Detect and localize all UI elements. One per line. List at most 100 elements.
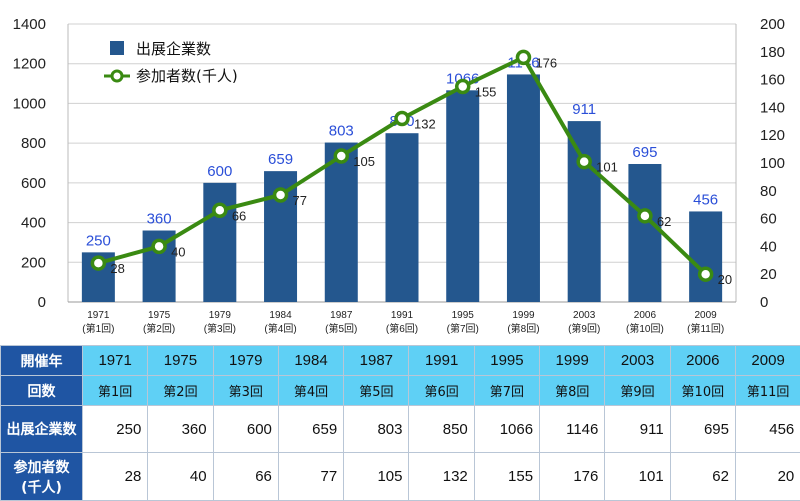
legend-line-marker bbox=[112, 71, 122, 81]
x-tick-sublabel: (第5回) bbox=[325, 322, 357, 335]
y-left-tick-label: 1200 bbox=[13, 56, 46, 73]
y-right-tick-label: 60 bbox=[760, 211, 777, 228]
line-value-label: 132 bbox=[414, 117, 436, 132]
y-right-tick-label: 180 bbox=[760, 44, 785, 61]
row-header-visitors: 参加者数 (千人) bbox=[1, 453, 83, 501]
table-cell-visitors: 101 bbox=[605, 453, 670, 501]
table-cell-exhibitors: 911 bbox=[605, 406, 670, 453]
table-cell-year: 2003 bbox=[605, 346, 670, 376]
x-tick-label: 1999 bbox=[512, 310, 535, 321]
table-cell-exhibitors: 1066 bbox=[474, 406, 539, 453]
bar bbox=[386, 133, 419, 302]
x-tick-label: 1984 bbox=[269, 310, 292, 321]
x-tick-sublabel: (第3回) bbox=[204, 322, 236, 335]
table-cell-count: 第9回 bbox=[605, 376, 670, 406]
line-value-label: 62 bbox=[657, 214, 671, 229]
x-tick-sublabel: (第6回) bbox=[386, 322, 418, 335]
row-header-year: 開催年 bbox=[1, 346, 83, 376]
bar-value-label: 250 bbox=[86, 232, 111, 249]
line-point bbox=[578, 156, 590, 168]
y-right-tick-label: 140 bbox=[760, 99, 785, 116]
table-cell-count: 第4回 bbox=[278, 376, 343, 406]
legend-line-label: 参加者数(千人) bbox=[136, 67, 238, 85]
table-cell-count: 第6回 bbox=[409, 376, 474, 406]
y-right-tick-label: 100 bbox=[760, 155, 785, 172]
table-cell-year: 1999 bbox=[540, 346, 605, 376]
line-point bbox=[92, 257, 104, 269]
y-left-tick-label: 600 bbox=[21, 175, 46, 192]
line-point bbox=[214, 204, 226, 216]
table-cell-count: 第5回 bbox=[344, 376, 409, 406]
bar-value-label: 360 bbox=[147, 211, 172, 228]
x-tick-label: 1995 bbox=[452, 310, 475, 321]
table-cell-count: 第8回 bbox=[540, 376, 605, 406]
line-value-label: 77 bbox=[293, 193, 307, 208]
line-value-label: 155 bbox=[475, 85, 497, 100]
table-cell-exhibitors: 850 bbox=[409, 406, 474, 453]
y-right-tick-label: 20 bbox=[760, 266, 777, 283]
y-left-tick-label: 0 bbox=[38, 294, 46, 311]
x-tick-label: 2009 bbox=[695, 310, 718, 321]
table-cell-exhibitors: 1146 bbox=[540, 406, 605, 453]
y-right-tick-label: 160 bbox=[760, 72, 785, 89]
line-point bbox=[700, 268, 712, 280]
legend-bar-swatch bbox=[110, 41, 124, 55]
x-tick-label: 1971 bbox=[87, 310, 110, 321]
table-cell-year: 1975 bbox=[148, 346, 213, 376]
y-right-tick-label: 80 bbox=[760, 183, 777, 200]
table-cell-exhibitors: 360 bbox=[148, 406, 213, 453]
table-cell-visitors: 132 bbox=[409, 453, 474, 501]
bar-value-label: 695 bbox=[632, 144, 657, 161]
y-left-tick-label: 1000 bbox=[13, 95, 46, 112]
line-value-label: 40 bbox=[171, 244, 185, 259]
bar-value-label: 600 bbox=[207, 163, 232, 180]
bar bbox=[568, 121, 601, 302]
bar bbox=[446, 90, 479, 302]
line-point bbox=[275, 189, 287, 201]
x-tick-sublabel: (第2回) bbox=[143, 322, 175, 335]
line-point bbox=[639, 210, 651, 222]
line-point bbox=[457, 81, 469, 93]
x-tick-sublabel: (第9回) bbox=[568, 322, 600, 335]
table-cell-count: 第1回 bbox=[83, 376, 148, 406]
table-cell-visitors: 62 bbox=[670, 453, 735, 501]
y-right-tick-label: 40 bbox=[760, 238, 777, 255]
x-tick-sublabel: (第1回) bbox=[82, 322, 114, 335]
x-tick-label: 2003 bbox=[573, 310, 596, 321]
table-row-count: 回数 第1回第2回第3回第4回第5回第6回第7回第8回第9回第10回第11回 bbox=[1, 376, 800, 406]
table-cell-visitors: 28 bbox=[83, 453, 148, 501]
table-cell-year: 1979 bbox=[213, 346, 278, 376]
table-cell-year: 1987 bbox=[344, 346, 409, 376]
x-tick-sublabel: (第11回) bbox=[687, 322, 724, 335]
x-tick-sublabel: (第10回) bbox=[626, 322, 664, 335]
row-header-visitors-line2: (千人) bbox=[21, 480, 62, 496]
legend-bar-label: 出展企業数 bbox=[136, 40, 211, 58]
x-tick-label: 1987 bbox=[330, 310, 353, 321]
table-cell-count: 第3回 bbox=[213, 376, 278, 406]
table-cell-year: 1991 bbox=[409, 346, 474, 376]
table-cell-count: 第10回 bbox=[670, 376, 735, 406]
bar bbox=[203, 183, 236, 302]
y-right-tick-label: 120 bbox=[760, 127, 785, 144]
bar bbox=[507, 74, 540, 302]
table-cell-exhibitors: 803 bbox=[344, 406, 409, 453]
table-cell-count: 第7回 bbox=[474, 376, 539, 406]
table-cell-exhibitors: 695 bbox=[670, 406, 735, 453]
combo-chart: 0200400600800100012001400020406080100120… bbox=[0, 0, 800, 340]
bar-value-label: 803 bbox=[329, 123, 354, 140]
table-cell-year: 2006 bbox=[670, 346, 735, 376]
line-value-label: 176 bbox=[535, 55, 557, 70]
row-header-exhibitors: 出展企業数 bbox=[1, 406, 83, 453]
y-right-tick-label: 200 bbox=[760, 16, 785, 33]
x-tick-sublabel: (第8回) bbox=[507, 322, 539, 335]
table-cell-count: 第2回 bbox=[148, 376, 213, 406]
line-point bbox=[517, 51, 529, 63]
bar-value-label: 456 bbox=[693, 191, 718, 208]
table-cell-count: 第11回 bbox=[735, 376, 800, 406]
table-cell-visitors: 40 bbox=[148, 453, 213, 501]
line-value-label: 20 bbox=[718, 272, 732, 287]
